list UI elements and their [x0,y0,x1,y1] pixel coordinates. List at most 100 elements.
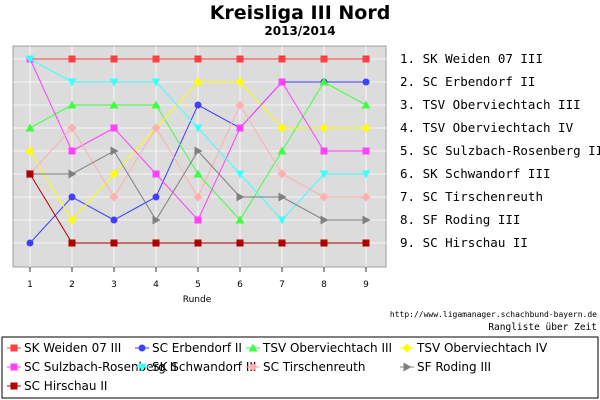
data-point [193,169,203,178]
data-point [25,55,35,64]
data-point [152,215,161,225]
ranking-entry: 5. SC Sulzbach-Rosenberg II [400,143,600,158]
legend-marker [248,362,258,372]
final-ranking: 1. SK Weiden 07 III 2. SC Erbendorf II 3. … [400,51,600,250]
legend-label: SC Tirschenreuth [263,360,365,374]
x-tick-label: 6 [237,280,243,290]
data-point [67,78,77,87]
ranking-entry: 1. SK Weiden 07 III [400,51,543,66]
data-point [319,123,329,133]
legend-label: SK Weiden 07 III [24,341,121,355]
data-point [362,55,370,63]
data-point [25,146,35,156]
data-point [68,239,76,247]
legend-item: TSV Oberviechtach IV [400,341,548,355]
data-point [278,192,287,202]
data-point [362,215,371,225]
x-tick-label: 5 [195,280,201,290]
data-point [67,123,77,133]
legend-marker [403,362,412,372]
data-point [362,239,370,247]
legend-box [1,336,599,399]
x-axis: 1 2 3 4 5 6 7 8 9 [27,267,369,290]
data-point [109,192,119,202]
data-point [194,146,203,156]
data-point [110,146,119,156]
ranking-entry: 7. SC Tirschenreuth [400,189,543,204]
data-point [320,55,328,63]
legend-item: TSV Oberviechtach III [246,341,392,355]
data-point [193,124,203,133]
legend-marker [10,344,18,352]
x-tick-label: 8 [321,280,327,290]
data-point [361,192,371,202]
data-point [152,239,160,247]
data-point [319,77,329,86]
data-point [236,55,244,63]
ranking-entry: 9. SC Hirschau II [400,235,528,250]
data-point [68,55,76,63]
data-point [110,55,118,63]
data-point [193,77,203,87]
legend-marker [248,343,258,352]
legend-marker [138,344,146,352]
data-point [109,100,119,109]
data-point [194,239,202,247]
series-layer [25,55,371,247]
data-point [235,100,245,110]
x-tick-label: 1 [27,280,33,290]
data-point [193,192,203,202]
legend-marker [10,363,18,371]
data-point [25,123,35,132]
x-tick-label: 2 [69,280,75,290]
data-point [236,124,244,132]
data-point [361,123,371,133]
ranking-entry: 4. TSV Oberviechtach IV [400,120,574,135]
chart-title: Kreisliga III Nord [210,2,391,24]
legend-label: SC Erbendorf II [152,341,242,355]
x-tick-label: 9 [363,280,369,290]
data-point [236,192,245,202]
data-point [278,239,286,247]
data-point [26,170,34,178]
data-point [194,216,202,224]
legend-marker [137,363,147,372]
ranking-entry: 8. SF Roding III [400,212,520,227]
data-point [151,78,161,87]
data-point [235,170,245,179]
data-point [278,55,286,63]
data-point [68,169,77,179]
legend: SK Weiden 07 III SC Erbendorf II TSV Oberv… [7,341,548,393]
data-point [361,100,371,109]
legend-label: TSV Oberviechtach III [262,341,392,355]
legend-label: SK Schwandorf III [152,360,256,374]
chart-subtitle: 2013/2014 [264,24,335,38]
legend-label: TSV Oberviechtach IV [416,341,548,355]
x-axis-label: Runde [183,295,212,305]
data-point [236,239,244,247]
data-point [277,216,287,225]
data-point [68,147,76,155]
ranking-entry: 6. SK Schwandorf III [400,166,551,181]
data-point [26,239,34,247]
legend-item: SK Weiden 07 III [7,341,121,355]
legend-item: SK Schwandorf III [135,360,256,374]
data-point [109,169,119,179]
data-point [320,215,329,225]
legend-item: SC Erbendorf II [135,341,242,355]
x-tick-label: 7 [279,280,285,290]
data-point [278,78,286,86]
data-point [320,239,328,247]
legend-label: SC Hirschau II [24,379,107,393]
data-point [277,169,287,179]
legend-label: SF Roding III [417,360,491,374]
data-point [110,239,118,247]
data-point [194,101,202,109]
chart-caption: Rangliste über Zeit [488,322,597,333]
data-point [109,78,119,87]
ranking-entry: 2. SC Erbendorf II [400,74,535,89]
legend-item: SF Roding III [400,360,491,374]
legend-marker [10,382,18,390]
data-point [319,170,329,179]
source-url: http://www.ligamanager.schachbund-bayern… [390,310,597,319]
